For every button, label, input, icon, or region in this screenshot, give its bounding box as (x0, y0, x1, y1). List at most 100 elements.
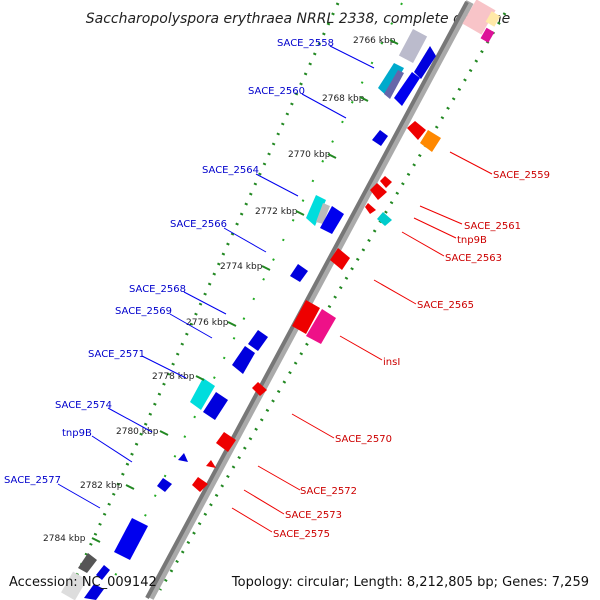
forward-genes (61, 29, 436, 600)
tick-mark (261, 265, 271, 271)
gene-block-pale[interactable] (485, 11, 501, 27)
tick-mark (159, 430, 169, 436)
gene-arrow-magenta[interactable] (306, 309, 336, 344)
gene-label-forward[interactable]: SACE_2558 (277, 38, 334, 49)
gene-arrow[interactable] (192, 477, 208, 492)
gene-block-gray[interactable] (78, 553, 97, 573)
gene-label-leader (243, 489, 285, 515)
gene-arrow[interactable] (320, 206, 344, 234)
tick-mark (195, 375, 205, 381)
gene-label-leader (301, 93, 347, 119)
gene-arrow[interactable] (394, 72, 420, 106)
gene-arrow[interactable] (203, 392, 228, 420)
gene-label-leader (329, 45, 375, 69)
gene-label-leader (223, 227, 267, 253)
gene-label-reverse[interactable]: SACE_2572 (300, 486, 357, 497)
gene-arrow[interactable] (290, 264, 308, 282)
gene-arrow[interactable] (157, 478, 172, 492)
gene-arrow-cyan[interactable] (190, 378, 215, 410)
gene-arrow[interactable] (407, 121, 426, 140)
gene-block-magenta[interactable] (480, 27, 495, 43)
map-title: Saccharopolyspora erythraea NRRL 2338, c… (86, 11, 511, 27)
reverse-gene-labels: SACE_2559 SACE_2561 tnp9B SACE_2563 SACE… (231, 151, 550, 540)
gene-label-reverse[interactable]: tnp9B (457, 235, 487, 246)
gene-label-forward[interactable]: SACE_2560 (248, 86, 305, 97)
gene-arrow[interactable] (178, 453, 188, 462)
gene-label-leader (57, 483, 101, 509)
tick-label: 2782 kbp (80, 481, 123, 491)
gene-arrow[interactable] (380, 176, 392, 188)
gene-label-leader (183, 291, 227, 315)
tick-mark (327, 153, 337, 159)
gene-arrow[interactable] (252, 382, 267, 396)
gene-arrow[interactable] (370, 183, 387, 200)
gene-label-leader (339, 335, 383, 361)
tick-mark (295, 210, 305, 216)
gene-arrow[interactable] (96, 565, 110, 580)
gene-arrow-orange[interactable] (420, 130, 441, 152)
reverse-genes (192, 121, 441, 492)
gene-label-leader (401, 231, 445, 257)
gene-arrow[interactable] (216, 432, 236, 452)
accession-text: Accession: NC_009142 (9, 575, 157, 590)
tick-mark (91, 537, 101, 543)
gene-label-forward[interactable]: SACE_2569 (115, 306, 172, 317)
gene-label-forward[interactable]: SACE_2571 (88, 349, 145, 360)
gene-label-forward[interactable]: SACE_2566 (170, 219, 227, 230)
tick-mark (227, 321, 237, 327)
gene-block-pale[interactable] (462, 0, 496, 35)
tick-label: 2770 kbp (288, 150, 331, 160)
gene-label-leader (413, 217, 457, 239)
gene-arrow[interactable] (84, 584, 104, 600)
gene-block-gray[interactable] (398, 29, 428, 63)
gene-arrow[interactable] (114, 518, 148, 560)
gene-label-reverse[interactable]: SACE_2561 (464, 221, 521, 232)
tick-label: 2780 kbp (116, 427, 159, 437)
tick-mark (125, 484, 135, 490)
gene-label-forward[interactable]: SACE_2564 (202, 165, 259, 176)
tick-labels: 2766 kbp 2768 kbp 2770 kbp 2772 kbp 2774… (43, 36, 399, 544)
gene-arrow[interactable] (414, 46, 436, 79)
gene-arrow[interactable] (206, 460, 216, 468)
gene-label-leader (373, 279, 417, 305)
gene-arrow[interactable] (330, 248, 350, 270)
gene-arrow[interactable] (365, 203, 376, 214)
gene-label-forward[interactable]: SACE_2568 (129, 284, 186, 295)
gene-label-forward[interactable]: tnp9B (62, 428, 92, 439)
gene-label-forward[interactable]: SACE_2574 (55, 400, 112, 411)
tick-mark (389, 39, 399, 45)
gene-block-pale[interactable] (61, 571, 87, 600)
gene-label-leader (107, 407, 153, 433)
gene-label-reverse[interactable]: insI (383, 357, 400, 368)
gene-label-leader (449, 151, 493, 175)
tick-label: 2774 kbp (220, 262, 263, 272)
gene-label-reverse[interactable]: SACE_2559 (493, 170, 550, 181)
gene-arrow[interactable] (372, 130, 388, 146)
tick-label: 2768 kbp (322, 94, 365, 104)
genome-axis (145, 1, 469, 599)
genome-axis-shadow (146, 0, 474, 600)
gene-label-reverse[interactable]: SACE_2575 (273, 529, 330, 540)
tick-label: 2784 kbp (43, 534, 86, 544)
tick-label: 2776 kbp (186, 318, 229, 328)
gene-block-gray[interactable] (316, 203, 330, 224)
gene-arrow-cyan[interactable] (377, 212, 392, 226)
gene-block-gray[interactable] (384, 70, 404, 99)
gene-label-reverse[interactable]: SACE_2570 (335, 434, 392, 445)
gene-arrow-cyan[interactable] (306, 195, 326, 226)
gene-label-reverse[interactable]: SACE_2573 (285, 510, 342, 521)
gene-arrow[interactable] (248, 330, 268, 351)
gene-label-reverse[interactable]: SACE_2565 (417, 300, 474, 311)
gene-label-reverse[interactable]: SACE_2563 (445, 253, 502, 264)
gene-label-leader (231, 507, 273, 533)
gene-label-leader (169, 313, 213, 339)
gene-label-leader (141, 355, 187, 379)
gene-arrow[interactable] (292, 300, 320, 334)
tick-label: 2772 kbp (255, 207, 298, 217)
gene-arrow[interactable] (232, 346, 255, 374)
gene-label-forward[interactable]: SACE_2577 (4, 475, 61, 486)
gene-label-leader (291, 413, 335, 439)
topology-text: Topology: circular; Length: 8,212,805 bp… (231, 575, 589, 590)
